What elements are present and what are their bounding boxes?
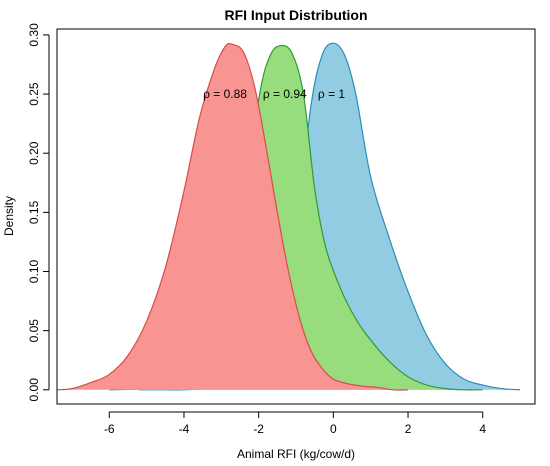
density-annotations: ρ = 0.88 ρ = 0.94 ρ = 1 bbox=[203, 87, 345, 101]
density-area-3 bbox=[57, 43, 409, 390]
x-tick-label: -6 bbox=[104, 422, 115, 436]
y-tick-label: 0.30 bbox=[27, 23, 41, 47]
x-axis-label: Animal RFI (kg/cow/d) bbox=[237, 447, 355, 461]
y-tick-label: 0.25 bbox=[27, 82, 41, 106]
x-tick-label: 0 bbox=[330, 422, 337, 436]
y-tick-label: 0.10 bbox=[27, 259, 41, 283]
x-tick-label: 2 bbox=[405, 422, 412, 436]
y-tick-label: 0.15 bbox=[27, 200, 41, 224]
rho-annotation-2: ρ = 0.94 bbox=[263, 87, 307, 101]
rho-annotation-1: ρ = 0.88 bbox=[203, 87, 247, 101]
y-tick-label: 0.20 bbox=[27, 141, 41, 165]
y-tick-label: 0.05 bbox=[27, 319, 41, 343]
y-axis-label: Density bbox=[2, 196, 16, 236]
y-axis: 0.00 0.05 0.10 0.15 0.20 0.25 0.30 bbox=[27, 23, 50, 402]
x-tick-label: -2 bbox=[253, 422, 264, 436]
x-tick-label: -4 bbox=[179, 422, 190, 436]
density-line-3 bbox=[56, 42, 409, 391]
chart-title: RFI Input Distribution bbox=[224, 7, 367, 23]
plot-frame bbox=[56, 28, 536, 405]
density-area-2 bbox=[109, 45, 483, 390]
x-axis: -6 -4 -2 0 2 4 bbox=[104, 411, 486, 436]
rho-annotation-3: ρ = 1 bbox=[318, 87, 346, 101]
y-tick-label: 0.00 bbox=[27, 378, 41, 402]
density-areas bbox=[56, 42, 521, 391]
x-tick-label: 4 bbox=[479, 422, 486, 436]
density-area-1 bbox=[139, 43, 521, 390]
